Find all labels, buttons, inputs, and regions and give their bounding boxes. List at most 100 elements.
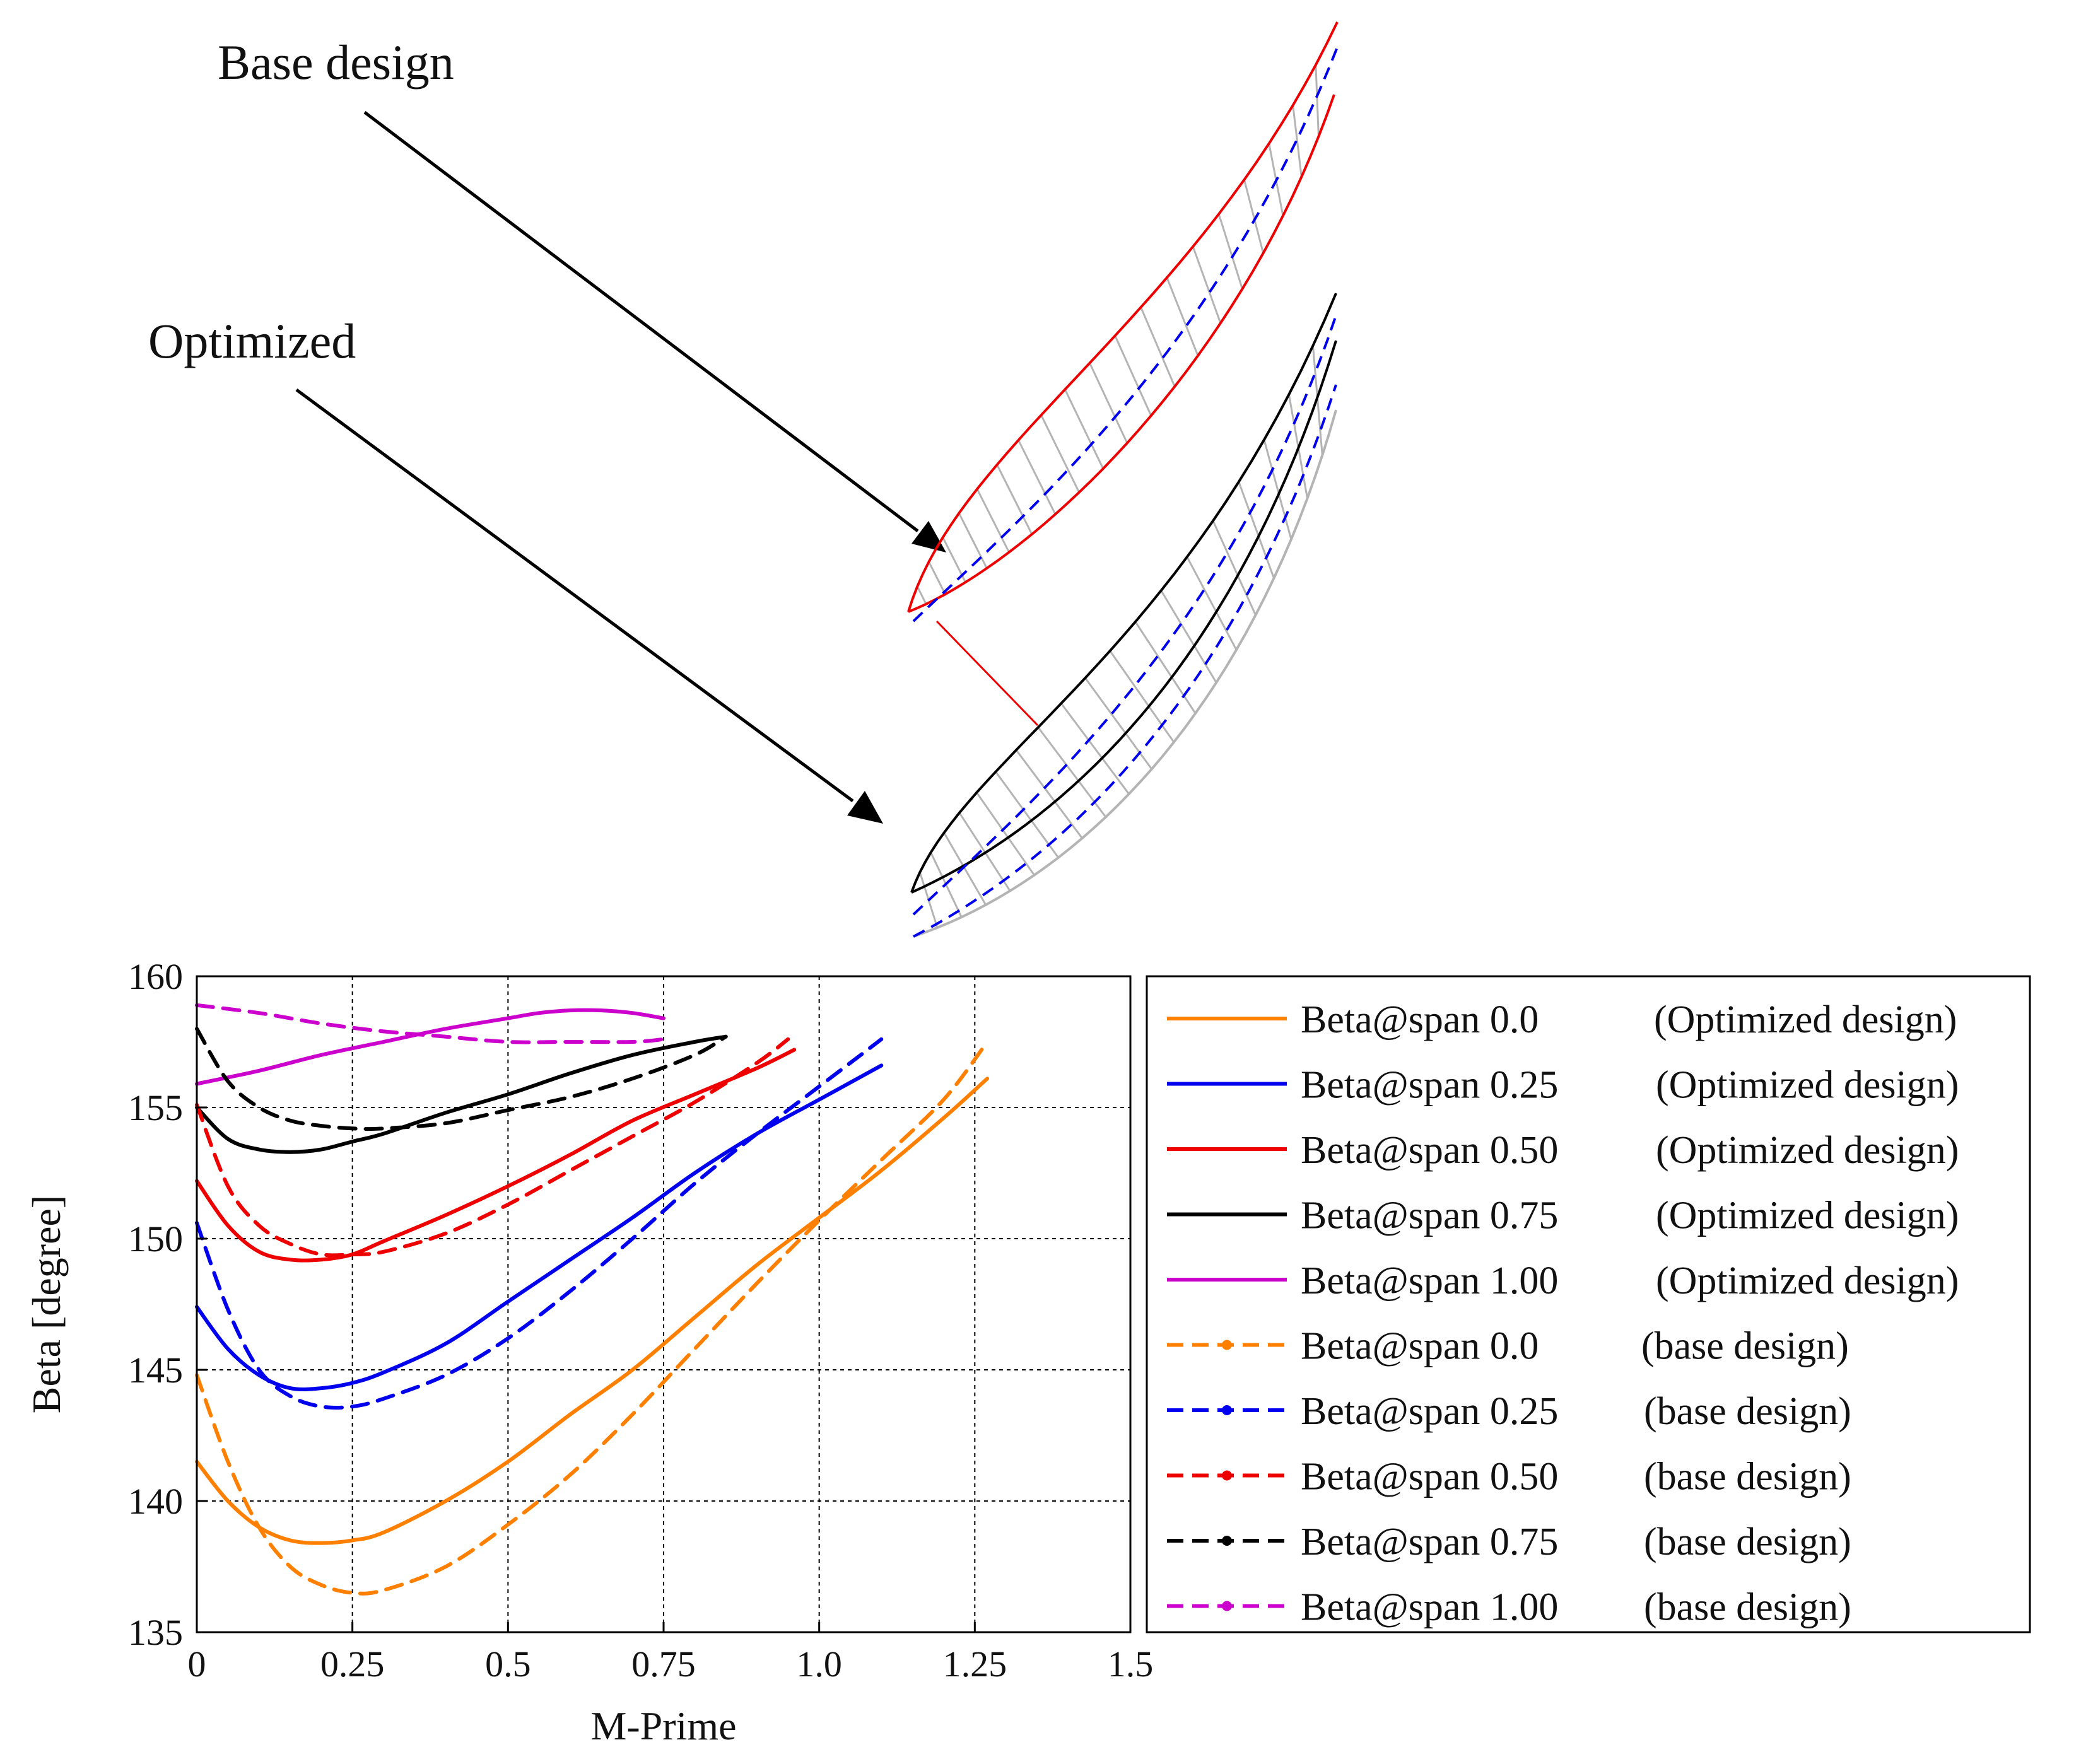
x-axis-title: M-Prime [590, 1703, 736, 1748]
mesh-line [1217, 213, 1243, 289]
series-line-4 [195, 1008, 665, 1086]
legend-label: Beta@span 0.0 [1301, 1325, 1539, 1368]
base-design-arrow [363, 111, 946, 552]
series-line-9 [195, 1003, 665, 1044]
base-blade-camber-line [912, 47, 1339, 622]
optimized-arrow [295, 388, 883, 824]
blade-connector-line [935, 620, 1039, 727]
legend-item: Beta@span 0.50 (base design) [1167, 1456, 1851, 1498]
legend-marker [1222, 1536, 1232, 1546]
legend-tag: (base design) [1644, 1390, 1851, 1433]
legend-tag: (Optimized design) [1656, 1129, 1959, 1172]
mesh-line [996, 464, 1033, 535]
y-tick-label: 160 [128, 956, 183, 997]
legend-item: Beta@span 0.25 (Optimized design) [1167, 1064, 1959, 1107]
mesh-line [1089, 362, 1128, 444]
mesh-line [1212, 520, 1257, 616]
legend-marker [1222, 1470, 1232, 1481]
mesh-line [1040, 414, 1081, 493]
mesh-line [1243, 179, 1265, 254]
x-axis-ticks: 0 0.25 0.5 0.75 1.0 1.25 1.5 [188, 1622, 1153, 1685]
optimized-blade-camber-line [912, 315, 1337, 916]
legend-label: Beta@span 0.50 [1301, 1129, 1558, 1172]
y-axis-ticks: 135 140 145 150 155 160 [128, 956, 207, 1653]
x-tick-label: 0.25 [320, 1644, 385, 1685]
mesh-line [1292, 105, 1303, 177]
x-tick-label: 0.5 [485, 1644, 531, 1685]
optimized-blade-profile [910, 293, 1337, 938]
series-layer [195, 1003, 990, 1596]
mesh-line [1015, 749, 1083, 839]
y-tick-label: 145 [128, 1350, 183, 1391]
mesh-line [1017, 440, 1057, 515]
mesh-line [916, 586, 927, 605]
legend-item: Beta@span 1.00 (Optimized design) [1167, 1259, 1959, 1302]
optimized-blade-lower-camber-line [913, 384, 1337, 938]
mesh-line [1263, 439, 1293, 540]
legend: Beta@span 0.0 (Optimized design)Beta@span… [1146, 975, 2031, 1633]
legend-item: Beta@span 0.50 (Optimized design) [1167, 1129, 1959, 1172]
y-tick-label: 140 [128, 1481, 183, 1522]
legend-marker [1222, 1340, 1232, 1350]
mesh-line [1134, 621, 1197, 714]
legend-tag: (Optimized design) [1656, 1064, 1959, 1107]
mesh-line [1114, 335, 1152, 416]
base-blade-gray-mesh [916, 64, 1320, 605]
optimized-blade-suction-side [910, 293, 1337, 893]
mesh-line [1315, 64, 1320, 137]
legend-item: Beta@span 0.0 (base design) [1167, 1325, 1849, 1368]
mesh-line [995, 771, 1059, 858]
optimized-blade-lower-gray-side [913, 409, 1337, 938]
legend-tag: (Optimized design) [1656, 1259, 1959, 1302]
mesh-line [928, 561, 946, 595]
mesh-line [1084, 677, 1152, 770]
series-line-7 [195, 1037, 790, 1258]
optimized-blade-gray-mesh [918, 346, 1323, 928]
mesh-line [1064, 388, 1105, 469]
mesh-line [1037, 727, 1107, 818]
mesh-line [1140, 307, 1176, 387]
legend-item: Beta@span 0.0 (Optimized design) [1167, 998, 1957, 1041]
mesh-line [1186, 556, 1238, 651]
legend-label: Beta@span 1.00 [1301, 1586, 1558, 1629]
beta-chart: 0 0.25 0.5 0.75 1.0 1.25 1.5 135 140 145 150 155 16… [24, 956, 1153, 1748]
legend-item: Beta@span 0.75 (base design) [1167, 1521, 1851, 1563]
base-design-annotation: Base design [218, 35, 454, 90]
series-line-8 [195, 1027, 728, 1131]
mesh-line [943, 832, 987, 906]
legend-tag: (Optimized design) [1656, 1194, 1959, 1237]
x-tick-label: 0 [188, 1644, 206, 1685]
base-blade-suction-side [907, 21, 1339, 612]
y-tick-label: 150 [128, 1218, 183, 1259]
mesh-line [976, 791, 1035, 876]
mesh-line [1192, 246, 1222, 324]
series-line-3 [195, 1034, 728, 1154]
legend-tag: (base design) [1644, 1456, 1851, 1498]
legend-label: Beta@span 0.25 [1301, 1064, 1558, 1107]
optimized-blade-pressure-side [911, 340, 1337, 894]
mesh-line [1160, 590, 1217, 684]
base-design-blade-profile [907, 21, 1339, 622]
legend-item: Beta@span 1.00 (base design) [1167, 1586, 1851, 1629]
legend-label: Beta@span 0.75 [1301, 1194, 1558, 1237]
y-axis-title: Beta [degree] [24, 1195, 69, 1413]
legend-label: Beta@span 0.0 [1301, 998, 1539, 1041]
legend-tag: (base design) [1641, 1325, 1849, 1368]
series-line-6 [195, 1037, 884, 1410]
mesh-line [1166, 277, 1199, 356]
legend-tag: (Optimized design) [1654, 998, 1957, 1041]
series-line-2 [195, 1048, 797, 1263]
mesh-line [1109, 650, 1175, 743]
y-tick-label: 135 [128, 1612, 183, 1653]
legend-box [1146, 975, 2031, 1633]
legend-tag: (base design) [1644, 1586, 1851, 1629]
x-tick-label: 0.75 [631, 1644, 696, 1685]
legend-label: Beta@span 0.75 [1301, 1521, 1558, 1563]
mesh-line [958, 513, 988, 569]
legend-marker [1222, 1405, 1232, 1415]
series-line-0 [195, 1077, 990, 1545]
base-blade-pressure-side [908, 94, 1335, 613]
y-tick-label: 155 [128, 1087, 183, 1128]
legend-label: Beta@span 1.00 [1301, 1259, 1558, 1302]
